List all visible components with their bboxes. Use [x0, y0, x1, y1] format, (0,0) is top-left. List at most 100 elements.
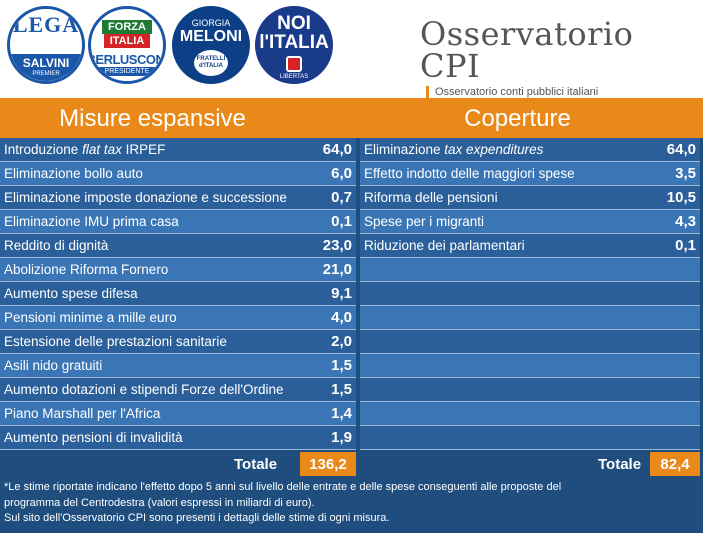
measures-table: Introduzione flat tax IRPEF 64,0 Eliminazi…	[0, 138, 703, 476]
copertura-row: Effetto indotto delle maggiori spese 3,5	[360, 162, 700, 186]
fdi-logo-sub2: d'ITALIA	[199, 63, 223, 69]
lega-logo-text: LEGA	[12, 11, 80, 37]
copertura-label: Riduzione dei parlamentari	[360, 238, 640, 253]
misura-label: Abolizione Riforma Fornero	[0, 262, 296, 277]
copertura-value: 3,5	[675, 165, 696, 182]
total-label-right: Totale	[598, 455, 642, 473]
nci-logo-sub: LIBERTAS	[279, 74, 309, 80]
copertura-row	[360, 258, 700, 282]
misura-label-text: Eliminazione IMU prima casa	[4, 214, 179, 229]
copertura-label: Riforma delle pensioni	[360, 190, 640, 205]
misura-label: Aumento dotazioni e stipendi Forze dell'…	[0, 382, 296, 397]
misura-label: Aumento spese difesa	[0, 286, 296, 301]
misura-row: Eliminazione bollo auto 6,0	[0, 162, 356, 186]
copertura-label-text: Eliminazione	[364, 142, 445, 157]
misura-label-text: Pensioni minime a mille euro	[4, 310, 177, 325]
fdi-logo-name: MELONI	[179, 28, 243, 45]
noi-con-l-italia-logo: NOI l'ITALIA LIBERTAS	[255, 6, 333, 84]
copertura-row: Eliminazione tax expenditures 64,0	[360, 138, 700, 162]
brand-subtitle-row: Osservatorio conti pubblici italiani	[420, 86, 690, 98]
lega-salvini-logo: LEGA SALVINI PREMIER	[7, 6, 85, 84]
misura-label-text: Eliminazione imposte donazione e success…	[4, 190, 287, 205]
nci-logo-line2: l'ITALIA	[259, 32, 329, 53]
total-value-left: 136,2	[300, 452, 356, 476]
copertura-value: 10,5	[666, 189, 696, 206]
misura-label-text: Estensione delle prestazioni sanitarie	[4, 334, 227, 349]
brand-subtitle: Osservatorio conti pubblici italiani	[435, 86, 599, 98]
misura-label: Aumento pensioni di invalidità	[0, 430, 296, 445]
misura-label: Asili nido gratuiti	[0, 358, 296, 373]
misura-label-text: Reddito di dignità	[4, 238, 109, 253]
lega-logo-sub: PREMIER	[10, 70, 82, 81]
misura-label: Eliminazione imposte donazione e success…	[0, 190, 296, 205]
nci-logo-line1: NOI	[277, 13, 311, 34]
copertura-value: 0,1	[675, 237, 696, 254]
misura-label-text: Abolizione Riforma Fornero	[4, 262, 169, 277]
copertura-label-text: Riduzione dei parlamentari	[364, 238, 525, 253]
fi-logo-name: BERLUSCONI	[88, 52, 166, 67]
misura-value: 9,1	[331, 285, 352, 302]
fratelli-d-italia-logo: GIORGIA MELONI FRATELLI d'ITALIA	[172, 6, 250, 84]
misura-label-text: Aumento dotazioni e stipendi Forze dell'…	[4, 382, 284, 397]
copertura-value: 4,3	[675, 213, 696, 230]
misura-row: Introduzione flat tax IRPEF 64,0	[0, 138, 356, 162]
copertura-label: Spese per i migranti	[360, 214, 640, 229]
copertura-row	[360, 378, 700, 402]
misura-row: Eliminazione imposte donazione e success…	[0, 186, 356, 210]
copertura-row	[360, 426, 700, 450]
footnote: *Le stime riportate indicano l'effetto d…	[0, 476, 703, 533]
copertura-label-text: Effetto indotto delle maggiori spese	[364, 166, 575, 181]
fi-logo-sub: PRESIDENTE	[98, 67, 156, 76]
lega-logo-name: SALVINI	[10, 53, 82, 71]
copertura-label: Eliminazione tax expenditures	[360, 142, 640, 157]
footnote-line-1: *Le stime riportate indicano l'effetto d…	[4, 481, 562, 493]
misura-label: Eliminazione IMU prima casa	[0, 214, 296, 229]
fi-logo-line2: ITALIA	[103, 34, 151, 48]
brand-title: Osservatorio CPI	[420, 15, 634, 85]
misura-value: 23,0	[322, 237, 352, 254]
misura-row: Abolizione Riforma Fornero 21,0	[0, 258, 356, 282]
misura-value: 1,4	[331, 405, 352, 422]
copertura-row	[360, 354, 700, 378]
header: LEGA SALVINI PREMIER FORZA ITALIA BERLUS…	[0, 0, 703, 98]
misura-label-text: Eliminazione bollo auto	[4, 166, 143, 181]
misura-label-text: Asili nido gratuiti	[4, 358, 103, 373]
misura-value: 6,0	[331, 165, 352, 182]
misura-value: 1,5	[331, 381, 352, 398]
copertura-row	[360, 306, 700, 330]
misura-row: Aumento dotazioni e stipendi Forze dell'…	[0, 378, 356, 402]
misura-value: 0,1	[331, 213, 352, 230]
fdi-logo-line1: GIORGIA	[191, 18, 231, 28]
copertura-label-text: Riforma delle pensioni	[364, 190, 498, 205]
misura-label-emphasis: flat tax	[82, 142, 122, 157]
column-divider	[356, 138, 360, 476]
fi-logo-line1: FORZA	[102, 20, 152, 34]
copertura-row	[360, 282, 700, 306]
misura-value: 0,7	[331, 189, 352, 206]
misura-label: Piano Marshall per l'Africa	[0, 406, 296, 421]
section-title-misure: Misure espansive	[59, 105, 246, 132]
misura-label: Estensione delle prestazioni sanitarie	[0, 334, 296, 349]
misura-row: Aumento pensioni di invalidità 1,9	[0, 426, 356, 450]
brand: Osservatorio CPI Osservatorio conti pubb…	[420, 18, 690, 98]
footnote-line-3: Sul sito dell'Osservatorio CPI sono pres…	[4, 512, 390, 524]
footnote-line-2: programma del Centrodestra (valori espre…	[4, 496, 315, 509]
total-value-right: 82,4	[650, 452, 700, 476]
copertura-label-text: Spese per i migranti	[364, 214, 485, 229]
copertura-row	[360, 330, 700, 354]
section-title-coperture: Coperture	[464, 105, 571, 132]
copertura-row: Riduzione dei parlamentari 0,1	[360, 234, 700, 258]
copertura-label-emphasis: tax expenditures	[444, 142, 544, 157]
fdi-logo-emblem: FRATELLI d'ITALIA	[194, 50, 228, 76]
misura-row: Piano Marshall per l'Africa 1,4	[0, 402, 356, 426]
total-label-left: Totale	[234, 455, 278, 473]
forza-italia-logo: FORZA ITALIA BERLUSCONI PRESIDENTE	[88, 6, 166, 84]
misura-row: Eliminazione IMU prima casa 0,1	[0, 210, 356, 234]
misura-value: 64,0	[322, 141, 352, 158]
totals-row: Totale 136,2 Totale 82,4	[0, 452, 703, 476]
section-band	[0, 98, 703, 138]
misura-row: Pensioni minime a mille euro 4,0	[0, 306, 356, 330]
copertura-row: Spese per i migranti 4,3	[360, 210, 700, 234]
copertura-row: Riforma delle pensioni 10,5	[360, 186, 700, 210]
misure-column: Introduzione flat tax IRPEF 64,0 Eliminazi…	[0, 138, 356, 450]
